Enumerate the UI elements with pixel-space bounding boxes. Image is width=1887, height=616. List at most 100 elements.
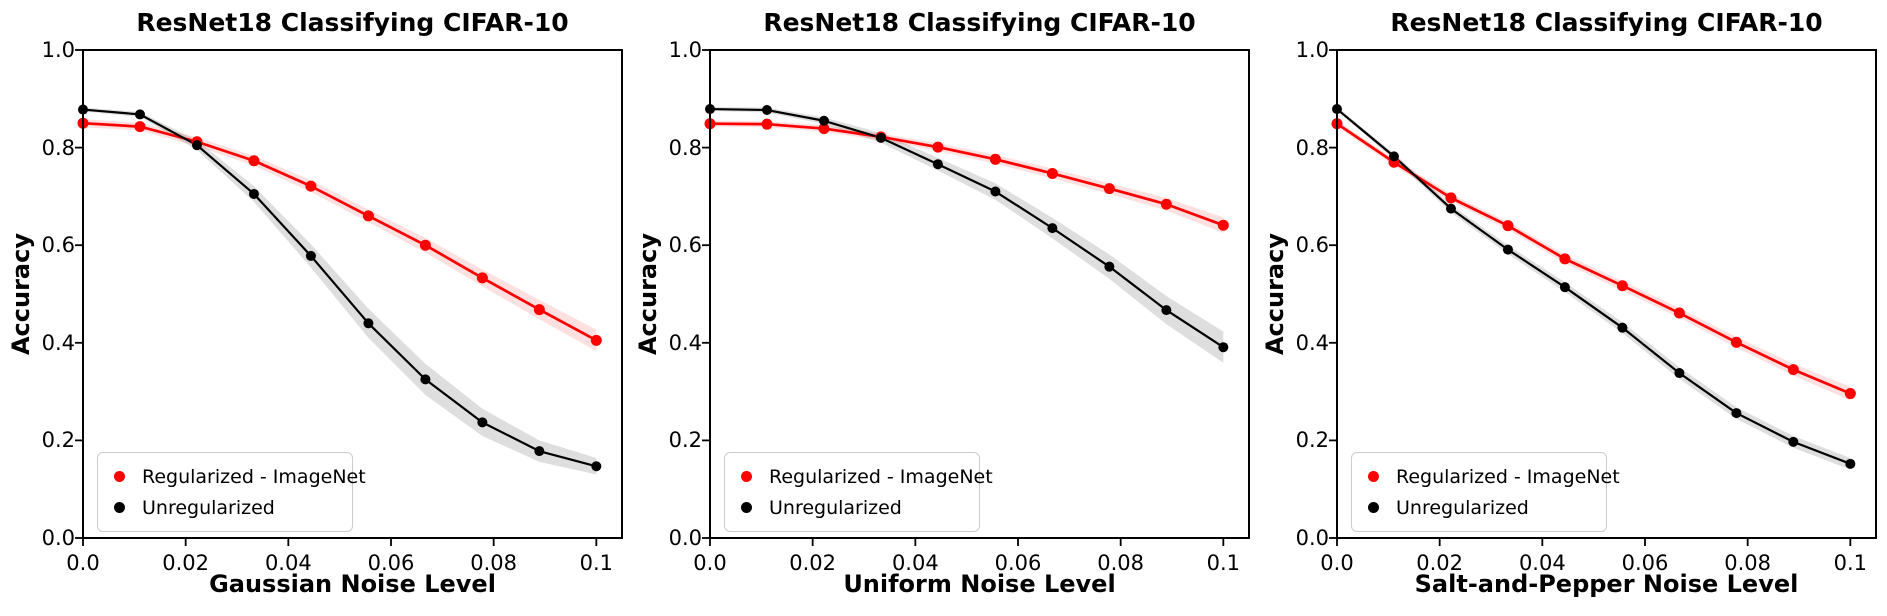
error-band-unregularized (1337, 107, 1851, 470)
y-tick-label: 0.0 (668, 526, 702, 550)
data-point-unregularized (932, 159, 943, 170)
data-point-regularized (134, 121, 146, 133)
x-tick-label: 0.06 (994, 551, 1042, 575)
legend-entry-unregularized: Unregularized (725, 492, 979, 523)
y-tick-label: 0.6 (41, 233, 75, 258)
data-point-unregularized (1674, 368, 1685, 379)
legend-label-unregularized: Unregularized (769, 496, 902, 519)
plot-area-uniform (702, 49, 1250, 546)
red-dot-marker-icon (741, 471, 752, 482)
data-point-regularized (1445, 192, 1457, 204)
x-tick-label: 0.1 (1206, 551, 1241, 575)
x-tick-label: 0.02 (789, 551, 837, 575)
data-point-unregularized (1788, 436, 1799, 447)
data-point-unregularized (761, 105, 772, 116)
x-tick-label: 0.08 (470, 551, 518, 575)
series-line-regularized (709, 122, 1224, 227)
error-band-regularized (1337, 120, 1851, 401)
x-tick-label: 0.1 (579, 551, 614, 575)
x-tick-label: 0.04 (1518, 551, 1566, 575)
x-tick-label: 0.08 (1724, 551, 1772, 575)
axes-spines (82, 49, 623, 539)
y-tick-label: 0.8 (1295, 135, 1329, 160)
legend: Regularized - ImageNet Unregularized (1351, 452, 1620, 532)
data-point-regularized (590, 334, 602, 346)
data-point-regularized (1844, 388, 1856, 400)
y-tick-label: 0.0 (1295, 526, 1329, 550)
data-point-regularized (1046, 167, 1058, 179)
data-point-regularized (419, 239, 431, 251)
y-tick-label: 0.2 (1295, 428, 1329, 453)
data-point-unregularized (1047, 223, 1058, 234)
chart-gaussian-noise: ResNet18 Classifying CIFAR-10 Accuracy G… (0, 0, 633, 616)
legend-entry-regularized: Regularized - ImageNet (98, 461, 366, 492)
legend-entry-unregularized: Unregularized (98, 492, 352, 523)
data-point-regularized (476, 272, 488, 284)
y-tick-label: 0.6 (1295, 233, 1329, 258)
y-tick-label: 0.4 (41, 330, 75, 355)
y-tick-label: 0.4 (668, 330, 702, 355)
y-tick-label: 0.2 (668, 428, 702, 453)
series-line-unregularized (709, 107, 1224, 349)
data-point-regularized (1160, 198, 1172, 210)
legend-label-regularized: Regularized - ImageNet (142, 465, 366, 488)
plot-area-gaussian (75, 49, 623, 546)
x-axis-label: Gaussian Noise Level (209, 570, 496, 598)
data-point-unregularized (1731, 408, 1742, 419)
data-point-unregularized (534, 446, 545, 457)
data-point-unregularized (363, 318, 374, 329)
chart-title: ResNet18 Classifying CIFAR-10 (136, 8, 569, 37)
data-point-unregularized (1161, 305, 1172, 316)
data-point-unregularized (990, 186, 1001, 197)
x-tick-label: 0.0 (66, 551, 100, 575)
data-point-unregularized (1845, 458, 1856, 469)
y-axis-label: Accuracy (7, 233, 35, 356)
x-axis-label: Uniform Noise Level (843, 570, 1116, 598)
black-dot-marker-icon (1368, 502, 1379, 513)
data-point-regularized (1787, 364, 1799, 376)
data-point-unregularized (1502, 244, 1513, 255)
x-tick-label: 0.02 (1416, 551, 1464, 575)
data-point-regularized (1103, 183, 1115, 195)
axes-spines (1336, 49, 1877, 539)
series-line-unregularized (1336, 108, 1851, 465)
legend-label-regularized: Regularized - ImageNet (1396, 465, 1620, 488)
legend-entry-regularized: Regularized - ImageNet (1352, 461, 1620, 492)
data-point-unregularized (420, 374, 431, 385)
black-dot-marker-icon (741, 502, 752, 513)
legend: Regularized - ImageNet Unregularized (97, 452, 366, 532)
y-tick-label: 0.2 (41, 428, 75, 453)
chart-salt-and-pepper-noise: ResNet18 Classifying CIFAR-10 Accuracy S… (1254, 0, 1887, 616)
red-dot-marker-icon (1368, 471, 1379, 482)
red-dot-marker-icon (114, 471, 125, 482)
data-point-unregularized (1388, 151, 1399, 162)
chart-title: ResNet18 Classifying CIFAR-10 (1390, 8, 1823, 37)
y-tick-label: 0.0 (41, 526, 75, 550)
y-tick-label: 1.0 (1295, 38, 1329, 62)
data-point-regularized (932, 141, 944, 153)
legend: Regularized - ImageNet Unregularized (724, 452, 993, 532)
y-tick-label: 0.8 (668, 135, 702, 160)
y-axis-label: Accuracy (1261, 233, 1289, 356)
axes-spines (709, 49, 1250, 539)
data-point-regularized (1217, 219, 1229, 231)
y-tick-label: 1.0 (41, 38, 75, 62)
data-point-unregularized (477, 417, 488, 428)
series-line-unregularized (82, 108, 597, 468)
error-band-regularized (83, 119, 597, 352)
data-point-regularized (989, 153, 1001, 165)
x-axis-label: Salt-and-Pepper Noise Level (1414, 570, 1799, 598)
plot-area-salt-and-pepper (1329, 49, 1877, 546)
y-tick-label: 1.0 (668, 38, 702, 62)
x-tick-label: 0.08 (1097, 551, 1145, 575)
data-point-unregularized (191, 140, 202, 151)
y-tick-label: 0.6 (668, 233, 702, 258)
x-tick-label: 0.0 (1320, 551, 1354, 575)
y-tick-label: 0.8 (41, 135, 75, 160)
series-line-regularized (82, 121, 597, 342)
x-tick-label: 0.04 (264, 551, 312, 575)
legend-label-unregularized: Unregularized (142, 496, 275, 519)
error-band-unregularized (710, 107, 1224, 363)
data-point-unregularized (818, 115, 829, 126)
